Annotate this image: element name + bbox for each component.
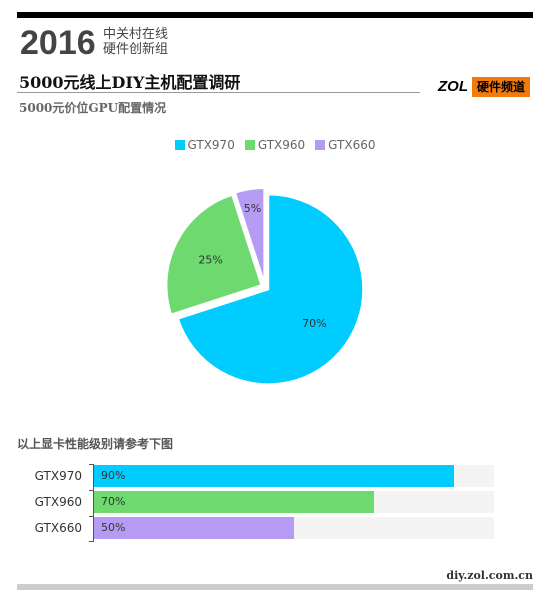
title-divider: [17, 92, 420, 93]
year-heading: 2016: [20, 24, 96, 62]
bar-value-label: 90%: [101, 469, 126, 482]
bar-fill-gtx970: [94, 465, 454, 487]
pie-slice-gtx660: [233, 187, 266, 284]
axis-tick: [89, 490, 93, 491]
bar-row-gtx660: GTX660 50%: [0, 516, 550, 540]
org-line-1: 中关村在线: [103, 27, 169, 42]
legend-item-gtx970: GTX970: [174, 138, 235, 152]
pie-slice-gtx970: [176, 193, 365, 386]
pie-legend: GTX970 GTX960 GTX660: [0, 138, 550, 152]
bar-category-label: GTX970: [34, 469, 82, 483]
bar-row-gtx970: GTX970 90%: [0, 464, 550, 488]
pie-label-gtx660: 5%: [244, 202, 261, 215]
axis-tick: [89, 464, 93, 465]
pie-slice-gtx960: [165, 193, 263, 316]
page-title: 5000元线上DIY主机配置调研: [19, 73, 241, 92]
bar-value-label: 50%: [101, 521, 126, 534]
legend-item-gtx660: GTX660: [315, 138, 375, 152]
brand-zol-text: ZOL: [438, 78, 468, 95]
brand-logo: ZOL 硬件频道: [438, 77, 531, 97]
legend-label: GTX660: [328, 138, 376, 152]
footer-url: diy.zol.com.cn: [446, 569, 533, 582]
org-name: 中关村在线 硬件创新组: [103, 27, 168, 57]
bar-category-label: GTX660: [34, 521, 82, 535]
axis-tick: [89, 541, 93, 542]
bar-category-label: GTX960: [34, 495, 82, 509]
legend-swatch: [174, 140, 185, 150]
legend-label: GTX970: [187, 138, 235, 152]
bottom-border: [17, 584, 533, 590]
bar-fill-gtx660: [94, 517, 294, 539]
pie-label-gtx970: 70%: [302, 317, 326, 330]
pie-label-gtx960: 25%: [198, 253, 222, 266]
pie-chart: 70% 25% 5%: [165, 187, 365, 386]
axis-tick: [89, 516, 93, 517]
legend-item-gtx960: GTX960: [244, 138, 306, 152]
bar-track: 70%: [94, 491, 494, 513]
bar-fill-gtx960: [94, 491, 374, 513]
bar-axis-line: [93, 464, 94, 542]
org-line-2: 硬件创新组: [103, 42, 169, 57]
bar-track: 50%: [94, 517, 494, 539]
legend-label: GTX960: [257, 138, 306, 152]
brand-channel-text: 硬件频道: [472, 77, 531, 97]
bar-row-gtx960: GTX960 70%: [0, 490, 550, 514]
bar-track: 90%: [94, 465, 494, 487]
top-border: [17, 12, 533, 18]
legend-swatch: [244, 140, 255, 150]
chart-subtitle: 5000元价位GPU配置情况: [19, 101, 167, 115]
legend-swatch: [315, 140, 326, 150]
bar-chart-title: 以上显卡性能级别请参考下图: [17, 437, 174, 451]
bar-value-label: 70%: [101, 495, 126, 508]
